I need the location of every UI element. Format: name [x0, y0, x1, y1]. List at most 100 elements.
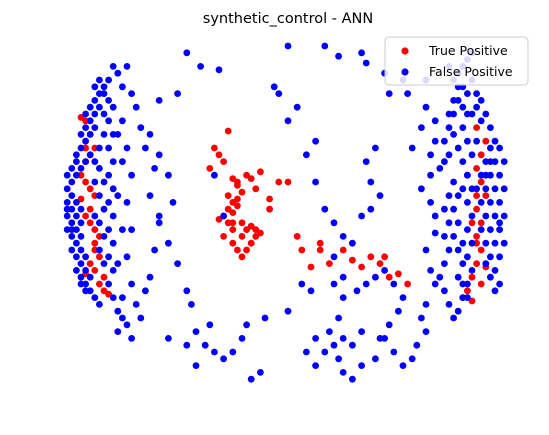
true-positive-point [100, 273, 108, 281]
true-positive-point [215, 151, 223, 159]
true-positive-point [247, 239, 255, 247]
true-positive-point [234, 178, 241, 186]
true-positive-point [468, 219, 476, 227]
false-positive-point [372, 355, 379, 363]
false-positive-point [431, 280, 439, 288]
true-positive-point [464, 287, 471, 295]
false-positive-point [192, 362, 200, 369]
false-positive-point [100, 233, 108, 240]
true-positive-point [220, 233, 228, 240]
false-positive-point [418, 185, 425, 193]
false-positive-point [445, 151, 453, 159]
false-positive-point [73, 267, 80, 274]
false-positive-point [312, 178, 319, 186]
false-positive-point [100, 205, 108, 213]
true-positive-point [316, 246, 324, 254]
false-positive-point [441, 137, 448, 145]
false-positive-point [362, 59, 370, 67]
false-positive-point [427, 267, 434, 274]
true-positive-point [298, 246, 306, 254]
false-positive-point [192, 328, 200, 335]
false-positive-point [367, 205, 375, 213]
false-positive-point [77, 205, 85, 213]
false-positive-point [86, 117, 94, 125]
false-positive-point [105, 97, 112, 104]
true-positive-point [404, 280, 411, 288]
false-positive-point [105, 280, 112, 288]
false-positive-point [105, 144, 112, 152]
false-positive-point [91, 294, 99, 301]
false-positive-point [464, 226, 471, 234]
false-positive-point [431, 137, 439, 145]
false-positive-point [82, 137, 89, 145]
true-positive-point [473, 233, 480, 240]
false-positive-point [109, 185, 117, 193]
true-positive-point [339, 246, 347, 254]
false-positive-point [211, 348, 218, 356]
true-positive-point [477, 178, 485, 186]
false-positive-point [169, 199, 177, 206]
false-positive-point [114, 131, 122, 138]
false-positive-point [464, 294, 471, 301]
true-positive-point [376, 260, 384, 267]
true-positive-point [247, 175, 255, 183]
false-positive-point [142, 287, 149, 295]
false-positive-point [445, 246, 453, 254]
true-positive-point [220, 158, 228, 166]
false-positive-point [86, 273, 94, 281]
false-positive-point [247, 375, 255, 383]
legend-label-false-positive: False Positive [429, 64, 513, 79]
true-positive-point [367, 253, 375, 261]
false-positive-point [418, 314, 425, 322]
false-positive-point [482, 239, 490, 247]
false-positive-point [441, 158, 448, 166]
false-positive-point [293, 103, 301, 111]
false-positive-point [96, 144, 103, 152]
legend: True Positive False Positive [384, 36, 529, 86]
false-positive-point [500, 158, 508, 166]
false-positive-point [73, 199, 80, 206]
false-positive-point [468, 151, 476, 159]
false-positive-point [128, 335, 136, 342]
false-positive-point [372, 144, 379, 152]
false-positive-point [500, 185, 508, 193]
legend-label-true-positive: True Positive [428, 43, 508, 58]
true-positive-point [381, 253, 388, 261]
false-positive-point [358, 362, 365, 369]
false-positive-point [496, 144, 503, 152]
false-positive-point [454, 307, 462, 315]
false-positive-point [353, 287, 361, 295]
false-positive-point [454, 192, 462, 200]
false-positive-point [146, 131, 154, 138]
false-positive-point [220, 212, 228, 220]
false-positive-point [339, 294, 347, 301]
false-positive-point [339, 273, 347, 281]
false-positive-point [500, 239, 508, 247]
false-positive-point [450, 233, 457, 240]
false-positive-point [63, 212, 71, 220]
false-positive-point [358, 328, 365, 335]
false-positive-point [362, 158, 370, 166]
false-positive-point [491, 185, 499, 193]
true-positive-point [86, 260, 94, 267]
true-positive-point [91, 226, 99, 234]
false-positive-point [73, 151, 80, 159]
false-positive-point [270, 83, 278, 91]
false-positive-point [422, 301, 430, 308]
false-positive-point [445, 192, 453, 200]
false-positive-point [215, 66, 223, 74]
true-positive-point [211, 144, 218, 152]
false-positive-point [441, 260, 448, 267]
false-positive-point [381, 267, 388, 274]
false-positive-point [109, 239, 117, 247]
false-positive-point [211, 171, 218, 179]
true-positive-point [238, 253, 246, 261]
true-positive-point [473, 192, 480, 200]
false-positive-point [312, 335, 319, 342]
false-positive-point [445, 124, 453, 131]
false-positive-point [68, 165, 76, 172]
false-positive-point [119, 314, 126, 322]
false-positive-point [183, 287, 191, 295]
false-positive-point [496, 219, 503, 227]
false-positive-point [473, 90, 480, 97]
